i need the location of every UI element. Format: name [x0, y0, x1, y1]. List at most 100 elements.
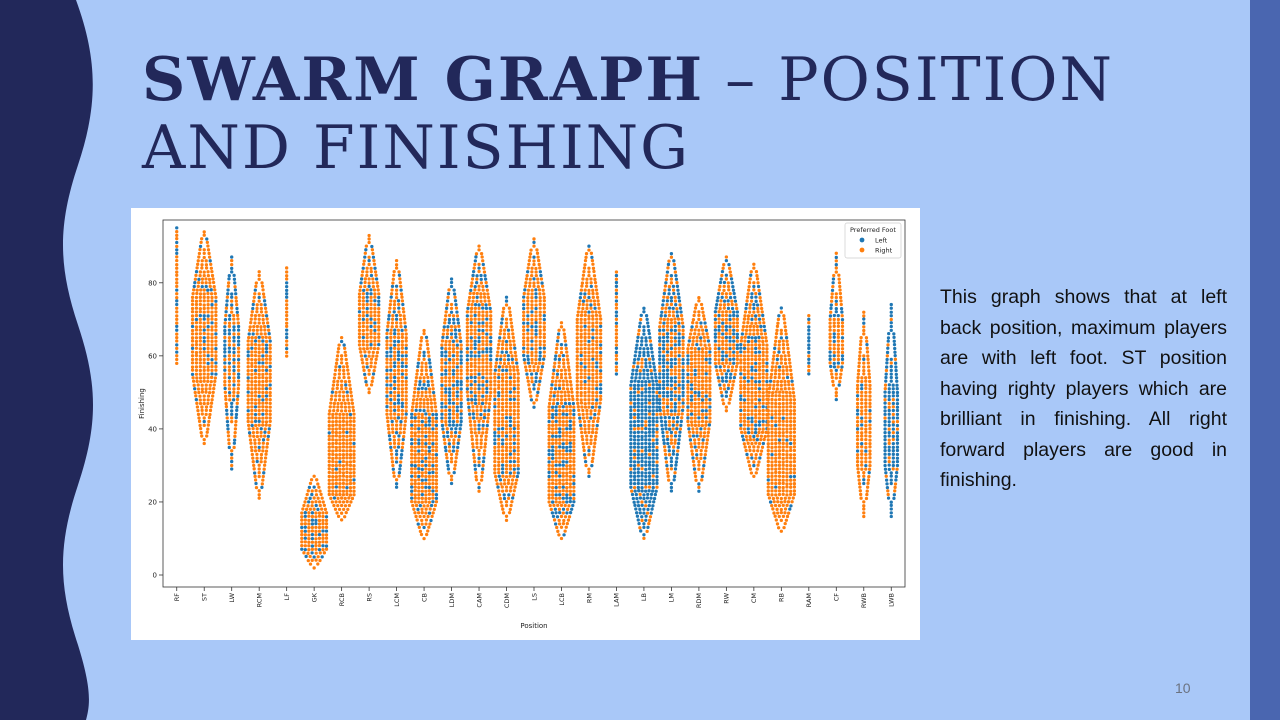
swarm-point: [226, 288, 230, 292]
swarm-point: [452, 441, 456, 445]
swarm-point: [561, 449, 565, 453]
swarm-point: [530, 350, 534, 355]
swarm-point: [414, 503, 419, 508]
swarm-point: [250, 343, 254, 347]
swarm-point: [644, 518, 648, 522]
swarm-point: [385, 412, 389, 416]
swarm-point: [655, 478, 659, 482]
swarm-point: [598, 375, 603, 380]
swarm-point: [485, 346, 489, 351]
swarm-point: [595, 295, 600, 300]
swarm-point: [396, 361, 401, 365]
swarm-point: [700, 474, 704, 479]
swarm-point: [547, 409, 551, 413]
swarm-point: [417, 493, 421, 497]
swarm-point: [307, 511, 311, 515]
swarm-point: [489, 335, 493, 340]
swarm-point: [483, 409, 487, 413]
swarm-point: [467, 408, 471, 412]
swarm-point: [411, 503, 415, 508]
swarm-point: [420, 478, 424, 482]
swarm-point: [377, 292, 381, 296]
swarm-point: [352, 412, 356, 416]
swarm-point: [508, 445, 513, 450]
swarm-point: [477, 427, 481, 431]
swarm-point: [367, 258, 371, 263]
swarm-point: [633, 379, 637, 383]
swarm-point: [572, 445, 576, 449]
swarm-point: [516, 394, 520, 398]
swarm-point: [655, 460, 659, 464]
swarm-point: [194, 313, 199, 318]
swarm-point: [348, 467, 353, 471]
swarm-point: [428, 390, 432, 394]
swarm-point: [689, 376, 694, 380]
swarm-point: [669, 331, 674, 336]
swarm-point: [538, 321, 542, 325]
swarm-point: [565, 416, 569, 420]
swarm-point: [686, 361, 690, 365]
swarm-point: [337, 376, 341, 380]
swarm-point: [345, 361, 349, 366]
swarm-point: [632, 412, 637, 417]
swarm-point: [504, 390, 509, 394]
swarm-point: [246, 416, 250, 420]
swarm-point: [479, 251, 484, 256]
swarm-point: [337, 372, 342, 376]
swarm-point: [246, 346, 250, 351]
swarm-point: [264, 372, 269, 376]
swarm-point: [367, 368, 371, 373]
swarm-point: [253, 405, 258, 409]
swarm-point: [434, 438, 439, 442]
swarm-point: [223, 339, 227, 343]
swarm-point: [695, 342, 699, 347]
swarm-point: [511, 493, 516, 497]
swarm-point: [587, 314, 591, 318]
swarm-point: [175, 346, 179, 350]
swarm-point: [444, 343, 448, 347]
swarm-point: [469, 372, 473, 377]
swarm-point: [587, 368, 591, 373]
swarm-point: [419, 532, 424, 537]
swarm-point: [361, 310, 365, 314]
swarm-point: [365, 299, 369, 303]
swarm-point: [422, 504, 426, 508]
swarm-point: [400, 364, 405, 369]
swarm-point: [479, 434, 484, 438]
swarm-point: [303, 536, 307, 540]
swarm-point: [452, 470, 456, 475]
swarm-point: [568, 478, 572, 482]
swarm-point: [388, 441, 393, 446]
swarm-point: [261, 441, 265, 445]
swarm-point: [246, 401, 250, 405]
swarm-point: [516, 449, 520, 453]
swarm-point: [411, 401, 415, 406]
swarm-point: [394, 263, 399, 267]
swarm-point: [575, 379, 579, 383]
swarm-point: [493, 452, 497, 456]
swarm-point: [481, 317, 485, 321]
swarm-point: [686, 394, 690, 398]
swarm-point: [644, 482, 648, 486]
swarm-point: [644, 416, 648, 420]
swarm-point: [644, 434, 648, 438]
swarm-point: [568, 423, 572, 428]
swarm-point: [551, 405, 555, 409]
swarm-point: [396, 365, 401, 369]
swarm-point: [724, 361, 729, 365]
swarm-point: [528, 364, 532, 369]
swarm-point: [538, 266, 542, 270]
swarm-point: [255, 434, 260, 439]
swarm-point: [538, 317, 542, 321]
swarm-point: [253, 321, 257, 325]
swarm-point: [647, 328, 651, 333]
swarm-point: [512, 434, 516, 438]
swarm-point: [445, 332, 450, 336]
swarm-point: [226, 292, 230, 296]
swarm-point: [667, 453, 672, 457]
swarm-point: [190, 295, 195, 300]
swarm-point: [693, 423, 698, 427]
swarm-point: [268, 379, 272, 383]
swarm-point: [246, 398, 250, 402]
swarm-point: [614, 332, 619, 336]
